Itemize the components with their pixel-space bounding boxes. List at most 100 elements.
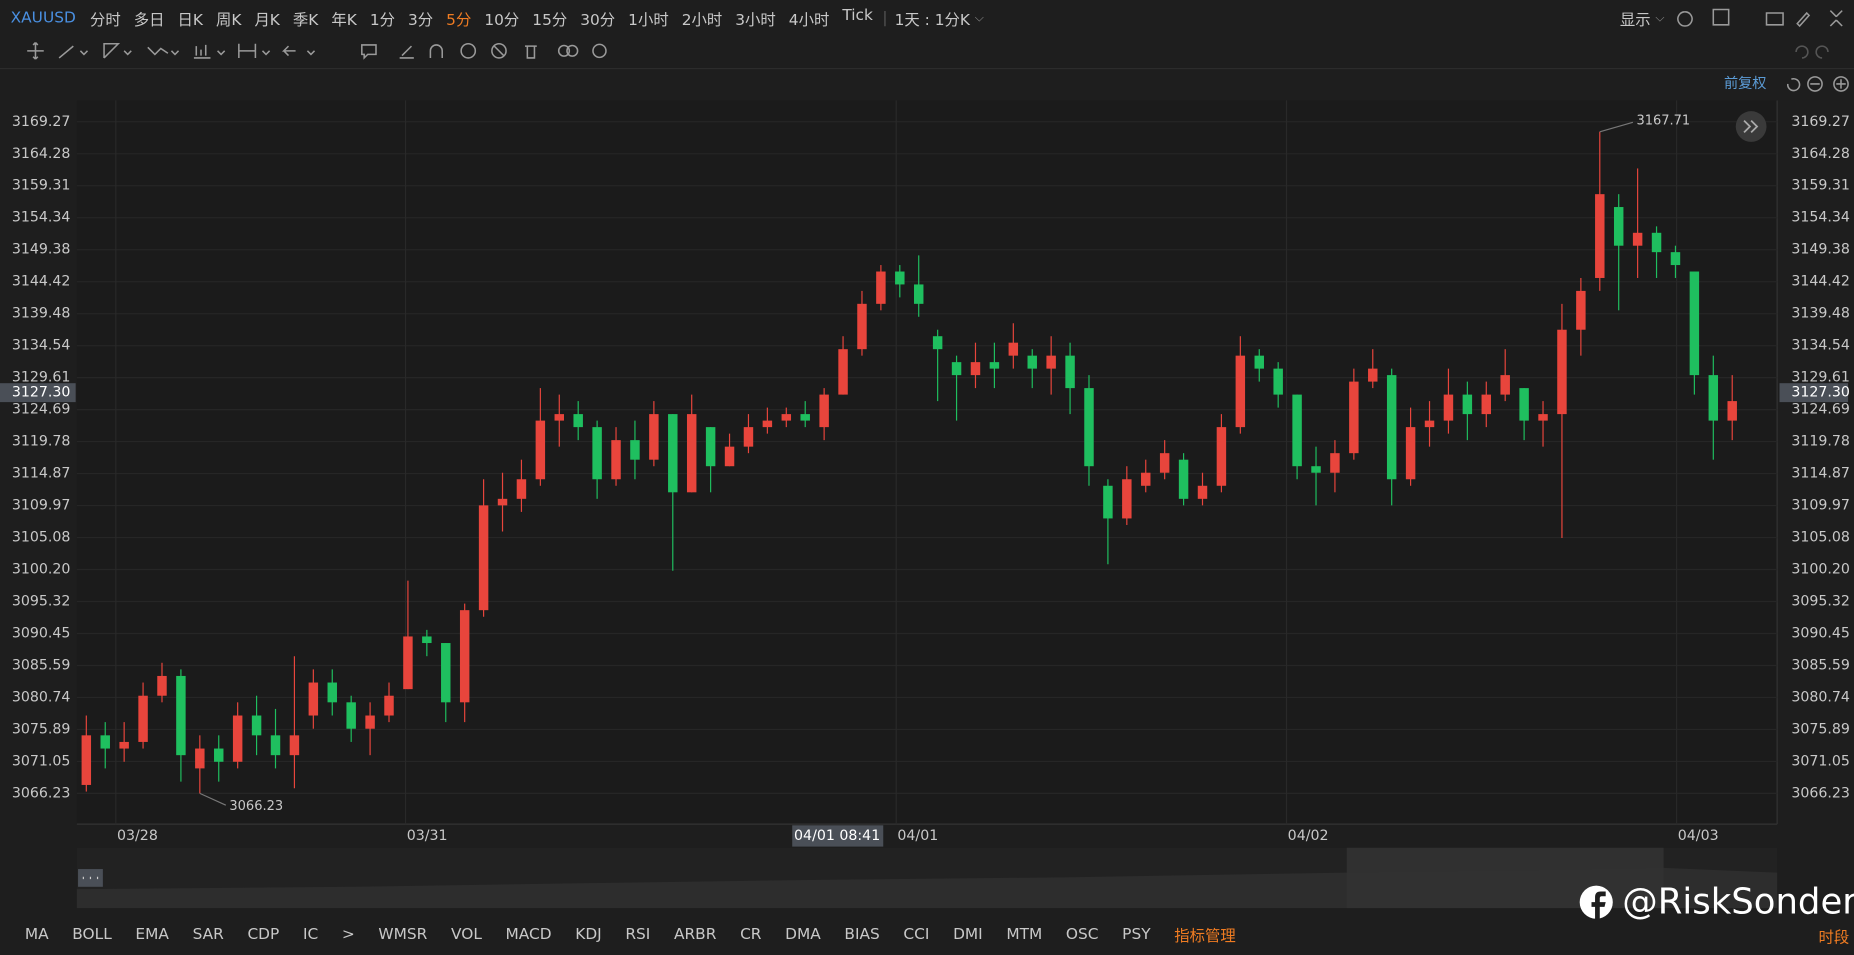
candle-body bbox=[800, 414, 810, 421]
indicator-button[interactable]: DMI bbox=[953, 925, 983, 943]
line-tool-icon bbox=[58, 45, 89, 59]
session-button[interactable]: 时段 bbox=[1818, 929, 1850, 948]
x-tick-label: 04/02 bbox=[1288, 828, 1329, 844]
y-tick-label: 3105.08 bbox=[12, 530, 71, 546]
period-button[interactable]: 周K bbox=[215, 11, 242, 29]
candle-body bbox=[1613, 207, 1624, 246]
period-button[interactable]: 1小时 bbox=[628, 11, 669, 29]
hide-icon bbox=[491, 42, 507, 59]
indicator-button[interactable]: EMA bbox=[135, 925, 169, 943]
indicator-button[interactable]: SAR bbox=[192, 925, 224, 943]
indicator-button[interactable]: > bbox=[341, 925, 355, 943]
last-price-box-right bbox=[1779, 383, 1849, 403]
y-tick-label: 3066.23 bbox=[12, 785, 71, 801]
candle-body bbox=[1311, 466, 1321, 473]
dropdown-arrow: ⌵ bbox=[1655, 11, 1665, 25]
period-button[interactable]: 年K bbox=[331, 11, 357, 29]
candle-body bbox=[1008, 342, 1019, 356]
indicator-button[interactable]: MA bbox=[24, 925, 49, 943]
candle-body bbox=[1462, 394, 1473, 415]
candle-body bbox=[686, 414, 697, 493]
y-tick-label: 3154.34 bbox=[12, 210, 71, 226]
candle-body bbox=[1235, 355, 1246, 428]
period-button[interactable]: 1分 bbox=[369, 11, 395, 29]
indicator-button[interactable]: CR bbox=[740, 925, 762, 943]
candle-body bbox=[1443, 394, 1454, 421]
symbol[interactable]: XAUUSD bbox=[10, 8, 76, 27]
display-menu[interactable]: 显示 bbox=[1619, 11, 1651, 29]
indicator-button[interactable]: CCI bbox=[903, 925, 930, 943]
period-button[interactable]: 月K bbox=[254, 11, 280, 29]
indicator-button[interactable]: WMSR bbox=[378, 925, 428, 943]
indicator-button[interactable]: BIAS bbox=[844, 925, 880, 943]
y-tick-label-right: 3090.45 bbox=[1791, 625, 1850, 641]
period-button[interactable]: 10分 bbox=[484, 11, 520, 29]
period-button[interactable]: 季K bbox=[292, 11, 319, 29]
indicator-button[interactable]: OSC bbox=[1065, 925, 1099, 943]
period-button[interactable]: 2小时 bbox=[681, 11, 723, 29]
period-button[interactable]: 5分 bbox=[446, 11, 472, 29]
candle-body bbox=[516, 479, 527, 499]
candles bbox=[81, 131, 1737, 794]
plot-area bbox=[76, 100, 1778, 825]
y-tick-label: 3090.45 bbox=[12, 625, 71, 641]
candle-body bbox=[668, 414, 678, 493]
y-tick-label-right: 3129.61 bbox=[1791, 370, 1850, 386]
candle-body bbox=[1632, 232, 1643, 246]
indicator-button[interactable]: IC bbox=[302, 925, 319, 943]
y-tick-label: 3071.05 bbox=[12, 753, 71, 769]
candle-body bbox=[478, 505, 489, 611]
period-button[interactable]: 3小时 bbox=[735, 11, 776, 29]
period-button[interactable]: 4小时 bbox=[788, 11, 830, 29]
candle-body bbox=[1708, 375, 1719, 421]
last-price-label: 3127.30 bbox=[12, 385, 71, 401]
compare-icon bbox=[557, 44, 571, 57]
crosshair-time-box bbox=[792, 825, 884, 847]
range-selector[interactable]: 1天 : 1分K bbox=[894, 11, 970, 29]
indicator-button[interactable]: VOL bbox=[450, 925, 482, 943]
period-button[interactable]: 15分 bbox=[532, 11, 568, 29]
period-button[interactable]: 30分 bbox=[580, 11, 616, 29]
indicator-button[interactable]: DMA bbox=[785, 925, 821, 943]
period-button[interactable]: 分时 bbox=[89, 11, 121, 29]
indicator-manage[interactable]: 指标管理 bbox=[1174, 927, 1236, 946]
candle-body bbox=[232, 715, 243, 762]
indicator-button[interactable]: ARBR bbox=[673, 925, 717, 943]
indicator-button[interactable]: CDP bbox=[247, 925, 280, 943]
scroll-chevrons bbox=[1743, 119, 1759, 134]
y-tick-label: 3075.89 bbox=[12, 721, 71, 737]
hide-slash bbox=[493, 45, 505, 57]
y-tick-label-right: 3114.87 bbox=[1791, 466, 1850, 482]
candle-body bbox=[1368, 368, 1378, 382]
candle-body bbox=[1273, 368, 1283, 395]
candle-body bbox=[365, 715, 375, 729]
undo-redo-icons bbox=[1795, 45, 1829, 59]
period-button[interactable]: 多日 bbox=[133, 11, 165, 29]
candle-body bbox=[781, 414, 792, 421]
candle-body bbox=[346, 702, 356, 729]
indicator-button[interactable]: BOLL bbox=[72, 925, 112, 943]
indicator-button[interactable]: RSI bbox=[625, 925, 651, 943]
indicator-button[interactable]: MTM bbox=[1006, 925, 1043, 943]
y-tick-label: 3100.20 bbox=[12, 561, 71, 577]
y-tick-label: 3080.74 bbox=[12, 689, 71, 705]
period-button[interactable]: 日K bbox=[177, 11, 203, 29]
candle-body bbox=[876, 271, 886, 304]
candle-body bbox=[1670, 252, 1681, 266]
period-button[interactable]: 3分 bbox=[408, 11, 434, 29]
candle-body bbox=[611, 440, 621, 480]
candle-body bbox=[592, 427, 602, 480]
candle-body bbox=[176, 675, 186, 756]
indicator-button[interactable]: MACD bbox=[505, 925, 552, 943]
period-button[interactable]: Tick bbox=[842, 6, 873, 25]
y-tick-label-right: 3071.05 bbox=[1791, 753, 1850, 769]
indicator-button[interactable]: PSY bbox=[1122, 925, 1151, 943]
candle-body bbox=[895, 271, 905, 285]
candle-body bbox=[1519, 388, 1529, 421]
high-annotation: 3167.71 bbox=[1636, 114, 1690, 129]
indicator-button[interactable]: KDJ bbox=[575, 925, 602, 943]
lock-icon bbox=[460, 42, 477, 59]
candle-body bbox=[403, 636, 413, 690]
y-tick-label-right: 3144.42 bbox=[1791, 274, 1850, 290]
